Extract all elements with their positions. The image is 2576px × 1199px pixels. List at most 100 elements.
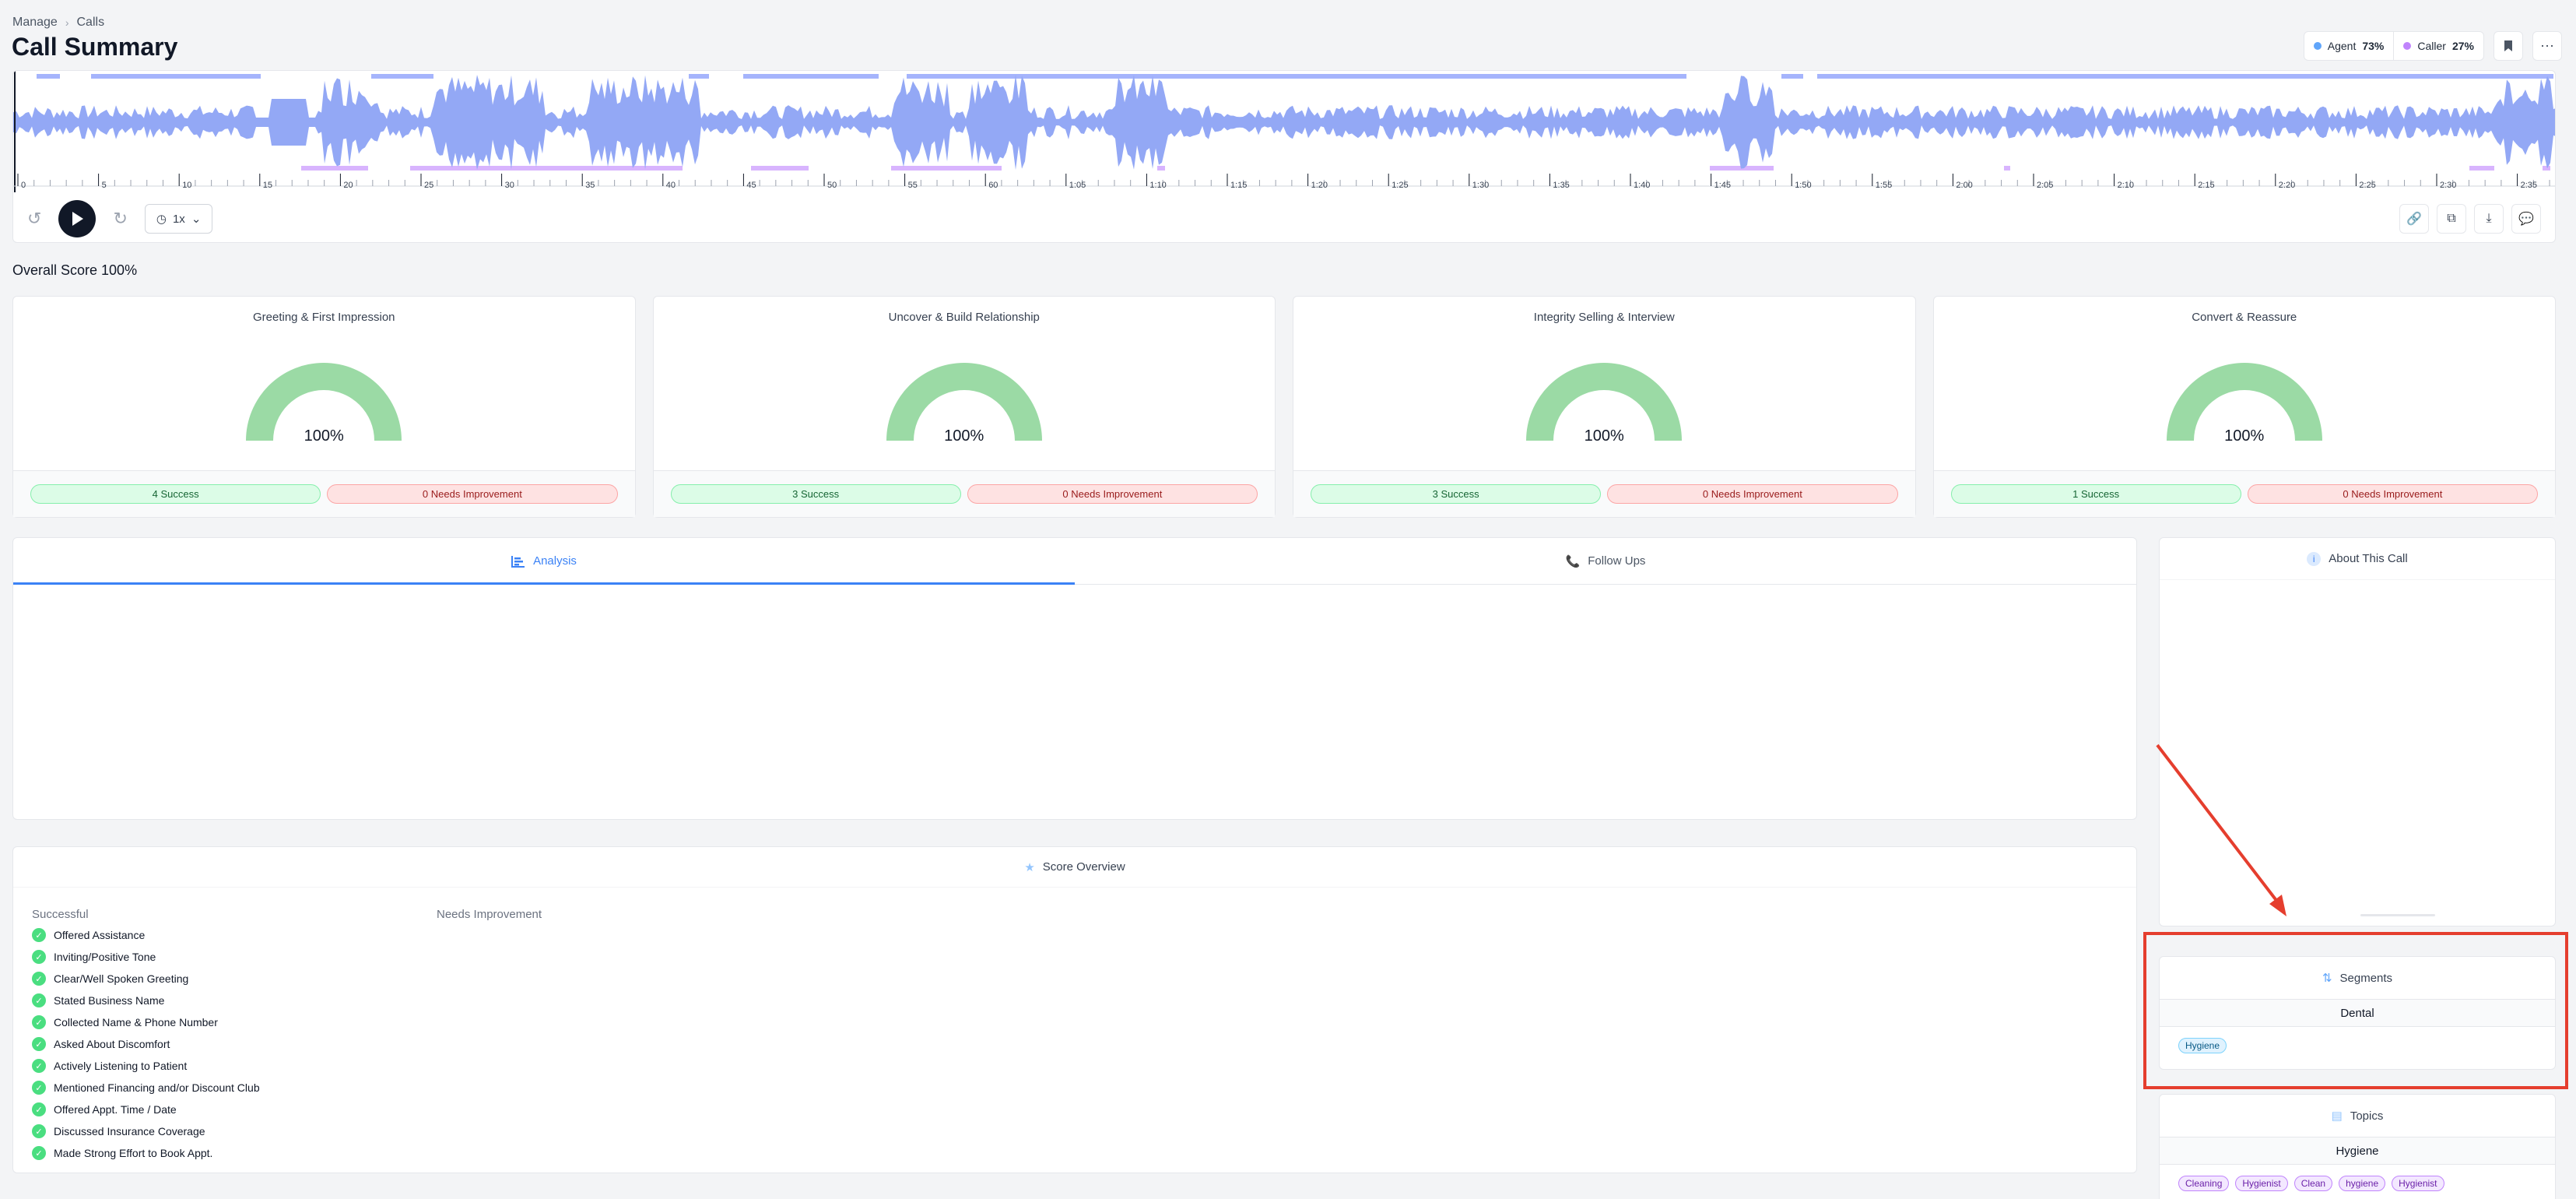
agent-speaking-bar [371,74,433,79]
audio-player: 0 5 10 15 20 25 30 35 40 45 50 55 60 1:05 1:10 1:15 1:20… [12,70,2556,243]
score-card-greeting: Greeting & First Impression 100% 4 Succe… [12,296,636,518]
topics-header: ▤ Topics [2160,1095,2555,1137]
needs-improvement-chip[interactable]: 0 Needs Improvement [327,484,618,504]
agent-label: Agent [2327,40,2357,52]
successful-item-label: Offered Appt. Time / Date [54,1103,177,1116]
timeline-label: 40 [666,181,676,190]
successful-item: ✓ Inviting/Positive Tone [32,946,260,968]
timeline-label: 30 [505,181,514,190]
score-card-title: Convert & Reassure [2192,311,2297,324]
more-options-button[interactable]: ⋯ [2532,31,2562,61]
successful-item: ✓ Mentioned Financing and/or Discount Clu… [32,1077,260,1099]
check-icon: ✓ [32,993,46,1007]
segment-tag[interactable]: Hygiene [2178,1038,2227,1053]
topic-tag[interactable]: Hygienist [2235,1176,2288,1191]
copy-link-button[interactable]: 🔗 [2399,204,2429,234]
success-chip[interactable]: 4 Success [30,484,321,504]
success-chip[interactable]: 1 Success [1950,484,2241,504]
success-chip[interactable]: 3 Success [670,484,961,504]
check-icon: ✓ [32,928,46,942]
agent-speaking-bar [689,74,709,79]
needs-improvement-chip[interactable]: 0 Needs Improvement [967,484,1258,504]
score-footer: 3 Success 0 Needs Improvement [653,470,1275,517]
timeline-label: 50 [827,181,837,190]
score-card-convert: Convert & Reassure 100% 1 Success 0 Need… [1932,296,2556,518]
successful-item-label: Asked About Discomfort [54,1038,170,1050]
topic-tag[interactable]: Clean [2293,1176,2333,1191]
waveform-shape [13,74,2555,171]
score-overview-header: ★ Score Overview [13,847,2136,888]
agent-value: 73% [2362,40,2385,52]
breadcrumb-calls[interactable]: Calls [76,16,105,29]
tab-analysis-label: Analysis [533,554,577,568]
breadcrumb-manage[interactable]: Manage [12,16,58,29]
copy-button[interactable]: ⧉ [2437,204,2466,234]
about-title: About This Call [2329,552,2408,565]
timeline-label: 2:25 [2359,181,2375,190]
topic-tag[interactable]: Hygienist [2392,1176,2444,1191]
caller-speaking-bar [751,166,809,171]
needs-improvement-chip[interactable]: 0 Needs Improvement [1607,484,1898,504]
successful-item: ✓ Actively Listening to Patient [32,1055,260,1077]
successful-item-label: Made Strong Effort to Book Appt. [54,1147,213,1159]
success-chip[interactable]: 3 Success [1311,484,1602,504]
gauge-chart [1526,363,1683,441]
speed-select[interactable]: ◷ 1x ⌄ [144,204,213,234]
gauge-chart [886,363,1042,441]
successful-item: ✓ Discussed Insurance Coverage [32,1120,260,1142]
waveform[interactable]: 0 5 10 15 20 25 30 35 40 45 50 55 60 1:05 1:10 1:15 1:20… [13,71,2556,192]
topics-icon: ▤ [2331,1109,2343,1123]
page-title: Call Summary [12,33,178,61]
timeline-label: 15 [263,181,272,190]
check-icon: ✓ [32,1146,46,1160]
forward-icon[interactable]: ↻ [113,209,128,228]
bookmark-button[interactable] [2494,31,2523,61]
tab-analysis[interactable]: Analysis [13,538,1075,585]
agent-speaking-bar [1817,74,2553,79]
caller-ratio[interactable]: Caller 27% [2393,32,2483,60]
successful-item: ✓ Stated Business Name [32,990,260,1011]
successful-item-label: Actively Listening to Patient [54,1060,188,1072]
needs-improvement-chip[interactable]: 0 Needs Improvement [2247,484,2538,504]
chevron-right-icon: › [65,16,69,29]
check-icon: ✓ [32,950,46,964]
scrollbar[interactable] [2360,914,2435,916]
annotation-arrow [2156,744,2286,916]
timeline-label: 1:25 [1392,181,1408,190]
topic-tag[interactable]: Cleaning [2178,1176,2230,1191]
comment-button[interactable]: 💬 [2511,204,2541,234]
timeline-label: 2:30 [2440,181,2456,190]
check-icon: ✓ [32,1081,46,1095]
agent-ratio[interactable]: Agent 73% [2304,32,2394,60]
successful-item-label: Stated Business Name [54,994,165,1007]
score-footer: 4 Success 0 Needs Improvement [13,470,635,517]
copy-icon: ⧉ [2447,212,2456,225]
timeline-label: 55 [908,181,918,190]
segments-panel: ⇅ Segments Dental Hygiene [2159,956,2556,1070]
gauge-value: 100% [944,427,984,445]
download-button[interactable]: ⤓ [2474,204,2504,234]
speed-value: 1x [172,212,185,226]
agent-dot-icon [2313,42,2322,50]
topic-tag[interactable]: hygiene [2339,1176,2386,1191]
chevron-down-icon: ⌄ [191,213,202,226]
overall-score: Overall Score 100% [12,262,138,278]
check-icon: ✓ [32,1102,46,1116]
successful-item-label: Mentioned Financing and/or Discount Club [54,1081,260,1094]
play-button[interactable] [58,200,97,237]
timeline-label: 10 [182,181,191,190]
tab-follow-ups[interactable]: 📞 Follow Ups [1075,538,2136,584]
timeline-label: 35 [585,181,595,190]
rewind-icon[interactable]: ↺ [27,209,42,228]
header-actions: Agent 73% Caller 27% ⋯ [2303,31,2562,61]
timeline-label: 2:05 [2037,181,2053,190]
clock-icon: ◷ [156,213,167,226]
caller-speaking-bar [2543,166,2550,171]
timeline-label: 5 [102,181,107,190]
info-icon: i [2307,551,2322,566]
check-icon: ✓ [32,1037,46,1051]
successful-item: ✓ Collected Name & Phone Number [32,1011,260,1033]
caller-label: Caller [2417,40,2446,52]
comment-icon: 💬 [2518,213,2534,226]
score-overview: ★ Score Overview Successful ✓ Offered Ass… [12,846,2137,1173]
